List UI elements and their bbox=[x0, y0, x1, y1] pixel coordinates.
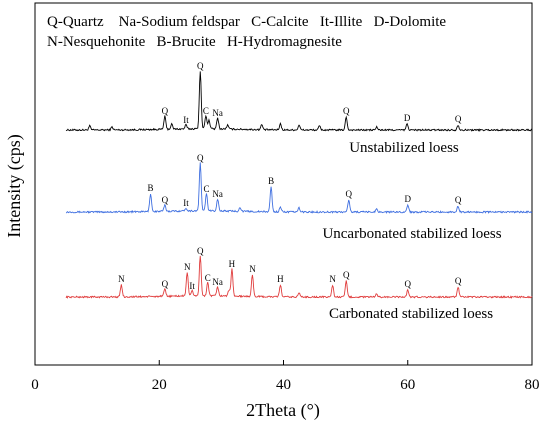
peak-label: It bbox=[183, 115, 189, 125]
legend-line-2: N-Nesquehonite B-Brucite H-Hydromagnesit… bbox=[47, 34, 342, 50]
series-line bbox=[65, 162, 533, 214]
y-axis-label: Intensity (cps) bbox=[4, 134, 25, 237]
peak-label: Q bbox=[455, 114, 462, 124]
x-tick-label: 80 bbox=[525, 377, 540, 393]
peak-label: Q bbox=[343, 106, 350, 116]
peak-label: C bbox=[203, 106, 209, 116]
legend-line-1: Q-Quartz Na-Sodium feldspar C-Calcite It… bbox=[47, 14, 446, 30]
peak-label: Na bbox=[212, 189, 223, 199]
peak-label: Q bbox=[455, 276, 462, 286]
peak-label: Q bbox=[162, 279, 169, 289]
peak-label: B bbox=[268, 176, 274, 186]
peak-label: N bbox=[118, 274, 125, 284]
peak-label: Q bbox=[455, 195, 462, 205]
peak-label: Q bbox=[343, 270, 350, 280]
peak-label: C bbox=[205, 273, 211, 283]
peak-label: N bbox=[329, 274, 336, 284]
peak-label: H bbox=[277, 274, 284, 284]
x-axis-label: 2Theta (°) bbox=[246, 400, 320, 421]
series-name-label: Unstabilized loess bbox=[349, 140, 459, 156]
series-line bbox=[65, 71, 533, 132]
peak-label: D bbox=[404, 113, 411, 123]
peak-label: It bbox=[189, 281, 195, 291]
x-tick-label: 0 bbox=[31, 377, 39, 393]
peak-label: N bbox=[184, 262, 191, 272]
series-name-label: Carbonated stabilized loess bbox=[329, 306, 493, 322]
series-unstabilized-loess: Q It Q C Na Q D Q Unstabilized loess bbox=[65, 61, 533, 156]
series-line bbox=[65, 255, 533, 299]
peak-label: Q bbox=[162, 195, 169, 205]
x-axis: 0 20 40 60 80 bbox=[31, 360, 540, 393]
peak-label: Q bbox=[197, 61, 204, 71]
x-tick-label: 60 bbox=[400, 377, 415, 393]
peak-label: Q bbox=[197, 153, 204, 163]
peak-label: Q bbox=[345, 189, 352, 199]
peak-label: Na bbox=[212, 277, 223, 287]
peak-label: C bbox=[203, 184, 209, 194]
peak-label: H bbox=[229, 259, 236, 269]
peak-label: Q bbox=[162, 106, 169, 116]
peak-label: B bbox=[148, 183, 154, 193]
peak-label: Q bbox=[405, 279, 412, 289]
peak-label: N bbox=[249, 264, 256, 274]
peak-label: D bbox=[405, 194, 412, 204]
x-tick-label: 40 bbox=[276, 377, 291, 393]
x-tick-label: 20 bbox=[152, 377, 167, 393]
peak-label: Na bbox=[212, 108, 223, 118]
series-name-label: Uncarbonated stabilized loess bbox=[322, 226, 501, 242]
peak-label: It bbox=[183, 198, 189, 208]
peak-label: Q bbox=[197, 246, 204, 256]
